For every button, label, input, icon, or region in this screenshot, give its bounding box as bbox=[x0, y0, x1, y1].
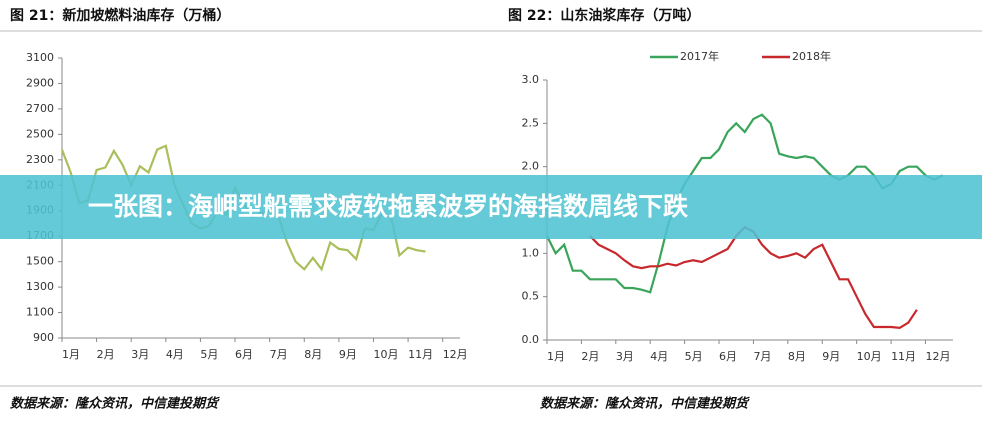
x-tick-label: 2月 bbox=[97, 348, 115, 361]
banner-band bbox=[0, 175, 982, 239]
y-tick-label: 2.0 bbox=[522, 160, 540, 173]
y-tick-label: 0.5 bbox=[522, 290, 540, 303]
x-tick-label: 12月 bbox=[443, 348, 468, 361]
y-tick-label: 1300 bbox=[26, 280, 54, 293]
legend-label: 2017年 bbox=[680, 49, 719, 63]
y-tick-label: 2700 bbox=[26, 102, 54, 115]
banner: 一张图：海岬型船需求疲软拖累波罗的海指数周线下跌 bbox=[88, 192, 688, 221]
y-tick-label: 2500 bbox=[26, 127, 54, 140]
legend-label: 2018年 bbox=[792, 49, 831, 63]
y-tick-label: 1100 bbox=[26, 306, 54, 319]
source: 数据来源：隆众资讯，中信建投期货 bbox=[10, 396, 220, 412]
line bbox=[589, 225, 918, 330]
x-tick-label: 3月 bbox=[616, 350, 634, 363]
x-tick-label: 12月 bbox=[925, 350, 950, 363]
chart-title: 图 22：山东油浆库存（万吨） bbox=[508, 7, 700, 24]
y-tick-label: 2300 bbox=[26, 153, 54, 166]
y-tick-label: 1.0 bbox=[522, 246, 540, 259]
x-tick-label: 7月 bbox=[270, 348, 288, 361]
x-tick-label: 6月 bbox=[719, 350, 737, 363]
x-tick-label: 5月 bbox=[685, 350, 703, 363]
x-tick-label: 4月 bbox=[166, 348, 184, 361]
y-tick-label: 2.5 bbox=[522, 116, 540, 129]
y-tick-label: 1500 bbox=[26, 255, 54, 268]
x-tick-label: 6月 bbox=[235, 348, 253, 361]
x-tick-label: 9月 bbox=[339, 348, 357, 361]
y-tick-label: 3100 bbox=[26, 51, 54, 64]
y-tick-label: 3.0 bbox=[522, 73, 540, 86]
x-tick-label: 5月 bbox=[200, 348, 218, 361]
source: 数据来源：隆众资讯，中信建投期货 bbox=[540, 396, 750, 412]
x-tick-label: 8月 bbox=[304, 348, 322, 361]
y-tick-label: 2900 bbox=[26, 76, 54, 89]
x-tick-label: 1月 bbox=[547, 350, 565, 363]
x-tick-label: 7月 bbox=[753, 350, 771, 363]
x-tick-label: 9月 bbox=[822, 350, 840, 363]
x-tick-label: 1月 bbox=[62, 348, 80, 361]
x-tick-label: 11月 bbox=[891, 350, 916, 363]
x-tick-label: 3月 bbox=[131, 348, 149, 361]
x-tick-label: 2月 bbox=[581, 350, 599, 363]
y-tick-label: 0.0 bbox=[522, 333, 540, 346]
x-tick-label: 10月 bbox=[857, 350, 882, 363]
y-tick-label: 900 bbox=[33, 331, 54, 344]
x-tick-label: 4月 bbox=[650, 350, 668, 363]
x-tick-label: 11月 bbox=[408, 348, 433, 361]
chart-title: 图 21：新加坡燃料油库存（万桶） bbox=[10, 7, 230, 24]
x-tick-label: 10月 bbox=[373, 348, 398, 361]
x-tick-label: 8月 bbox=[788, 350, 806, 363]
